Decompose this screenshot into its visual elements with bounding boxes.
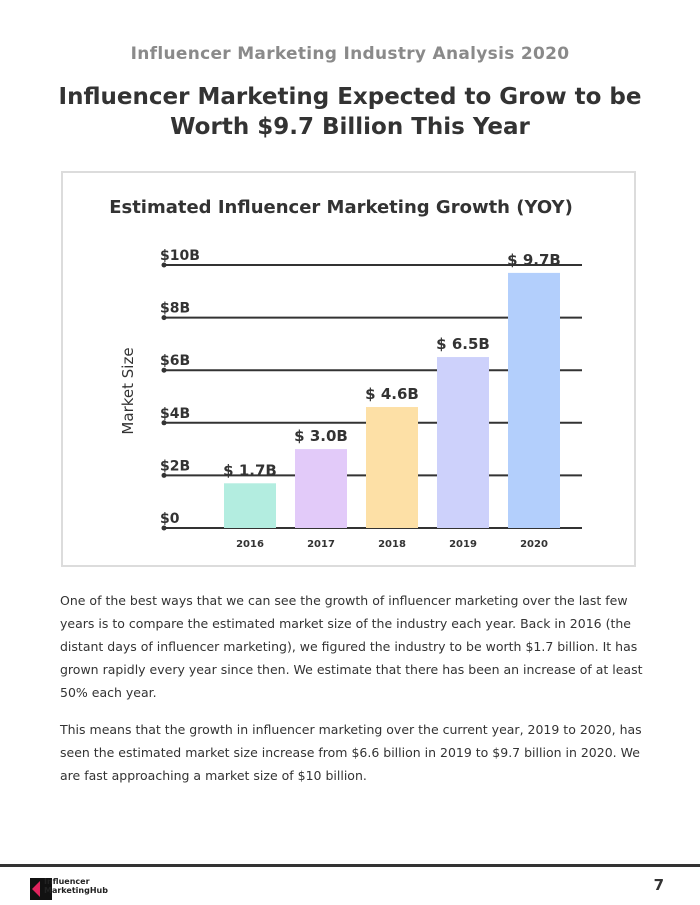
bar-2017	[295, 449, 347, 528]
bar-2019	[437, 357, 489, 528]
bar-chart: Estimated Influencer Marketing Growth (Y…	[61, 171, 636, 567]
gridline-dot	[161, 367, 167, 373]
gridline-dot	[161, 315, 167, 321]
page-title-line-2: Worth $9.7 Billion This Year	[170, 114, 530, 140]
page-number: 7	[653, 876, 664, 894]
footer-divider	[0, 864, 700, 867]
bar-2016	[224, 483, 276, 528]
logo-line-2: MarketingHub	[44, 886, 108, 895]
logo-line-1: Influencer	[44, 877, 90, 886]
bar-2020	[508, 272, 560, 528]
data-label-2018: $ 4.6B	[365, 385, 419, 403]
paragraph-growth-overview: One of the best ways that we can see the…	[60, 593, 643, 700]
gridline-dot	[161, 262, 167, 268]
x-tick-label-2017: 2017	[307, 539, 335, 550]
data-label-2019: $ 6.5B	[436, 335, 490, 353]
y-tick-label: $8B	[160, 301, 190, 317]
report-kicker: Influencer Marketing Industry Analysis 2…	[130, 44, 570, 64]
gridline-dot	[161, 472, 167, 478]
data-label-2017: $ 3.0B	[294, 427, 348, 445]
y-tick-label: $10B	[160, 248, 200, 264]
y-axis-label: Market Size	[119, 347, 137, 434]
logo-wordmark: Influencer MarketingHub	[44, 877, 108, 895]
y-tick-label: $0	[160, 511, 180, 527]
page-title-line-1: Influencer Marketing Expected to Grow to…	[58, 84, 642, 110]
x-tick-label-2016: 2016	[236, 539, 264, 550]
paragraph-growth-current-year: This means that the growth in influencer…	[60, 722, 642, 783]
influencer-marketing-hub-logo: Influencer MarketingHub	[30, 876, 130, 902]
chart-canvas: Estimated Influencer Marketing Growth (Y…	[109, 197, 582, 550]
chart-title: Estimated Influencer Marketing Growth (Y…	[109, 197, 573, 218]
gridline-dot	[161, 525, 167, 531]
y-tick-label: $4B	[160, 406, 190, 422]
page-title: Influencer Marketing Expected to Grow to…	[40, 82, 660, 142]
x-tick-label-2018: 2018	[378, 539, 406, 550]
data-label-2020: $ 9.7B	[507, 251, 561, 269]
x-tick-label-2020: 2020	[520, 539, 548, 550]
y-tick-label: $2B	[160, 458, 190, 474]
x-tick-label-2019: 2019	[449, 539, 477, 550]
logo-mark-icon	[30, 878, 52, 900]
gridline-dot	[161, 420, 167, 426]
y-tick-label: $6B	[160, 353, 190, 369]
data-label-2016: $ 1.7B	[223, 461, 277, 479]
bar-2018	[366, 407, 418, 528]
